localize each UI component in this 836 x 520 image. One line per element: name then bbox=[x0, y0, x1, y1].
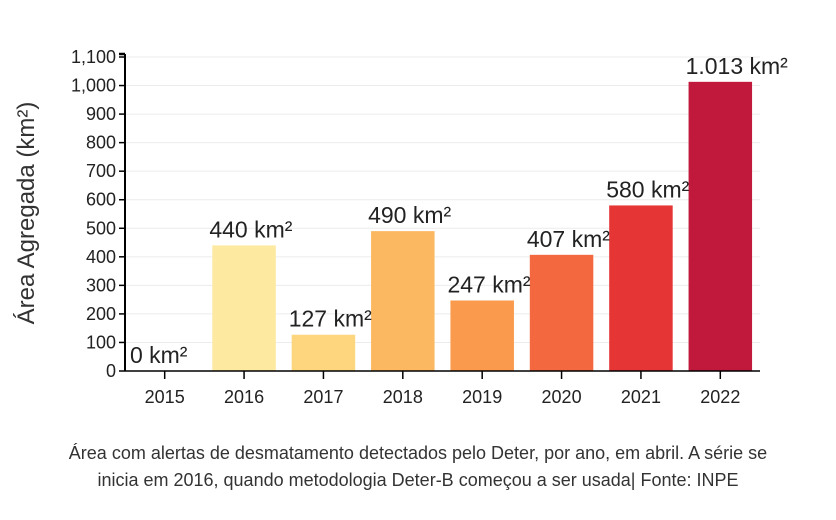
axes: 0 100 200 300 400 500 600 700 800 900 1,000 1,100 20… bbox=[71, 47, 760, 407]
data-label-2020: 407 km² bbox=[527, 226, 610, 252]
bar-chart: 0 km² 440 km² 127 km² 490 km² 247 km² 407 km²… bbox=[13, 47, 788, 407]
y-tick-label: 300 bbox=[86, 275, 116, 295]
bar-2017 bbox=[291, 334, 356, 371]
y-tick-label: 700 bbox=[86, 161, 116, 181]
y-tick-label: 1,000 bbox=[71, 76, 116, 96]
x-tick-label-2020: 2020 bbox=[542, 387, 582, 407]
bar-2021 bbox=[609, 205, 673, 371]
data-label-2017: 127 km² bbox=[289, 306, 372, 332]
y-tick-label: 100 bbox=[86, 332, 116, 352]
y-tick-label: 600 bbox=[86, 190, 116, 210]
data-label-2019: 247 km² bbox=[447, 271, 530, 297]
x-tick-label-2018: 2018 bbox=[383, 387, 423, 407]
x-tick-label-2017: 2017 bbox=[303, 387, 343, 407]
y-tick-label: 1,100 bbox=[71, 47, 116, 67]
x-tick-label-2015: 2015 bbox=[145, 387, 185, 407]
x-tick-label-2019: 2019 bbox=[462, 387, 502, 407]
y-tick-label: 0 bbox=[106, 361, 116, 381]
bar-2020 bbox=[529, 254, 594, 371]
y-axis-label: Área Agregada (km²) bbox=[13, 102, 40, 325]
data-label-2015: 0 km² bbox=[130, 342, 188, 368]
bar-2018 bbox=[371, 231, 435, 371]
data-label-2016: 440 km² bbox=[209, 216, 292, 242]
data-label-2021: 580 km² bbox=[606, 176, 689, 202]
figure-caption: Área com alertas de desmatamento detecta… bbox=[0, 440, 836, 494]
data-label-2022: 1.013 km² bbox=[686, 53, 789, 79]
caption-line-1: Área com alertas de desmatamento detecta… bbox=[68, 443, 768, 463]
x-tick-label-2021: 2021 bbox=[621, 387, 661, 407]
x-tick-label-2016: 2016 bbox=[224, 387, 264, 407]
y-tick-label: 200 bbox=[86, 304, 116, 324]
y-tick-label: 500 bbox=[86, 218, 116, 238]
y-tick-label: 900 bbox=[86, 104, 116, 124]
caption-line-2: inicia em 2016, quando metodologia Deter… bbox=[97, 470, 739, 490]
x-tick-label-2022: 2022 bbox=[700, 387, 740, 407]
data-label-2018: 490 km² bbox=[368, 202, 451, 228]
bar-2019 bbox=[450, 300, 514, 371]
y-tick-label: 400 bbox=[86, 247, 116, 267]
bar-2016 bbox=[212, 245, 276, 371]
bars bbox=[212, 81, 753, 372]
data-labels: 0 km² 440 km² 127 km² 490 km² 247 km² 407 km²… bbox=[130, 53, 788, 368]
bar-2022 bbox=[688, 81, 753, 372]
y-tick-label: 800 bbox=[86, 133, 116, 153]
